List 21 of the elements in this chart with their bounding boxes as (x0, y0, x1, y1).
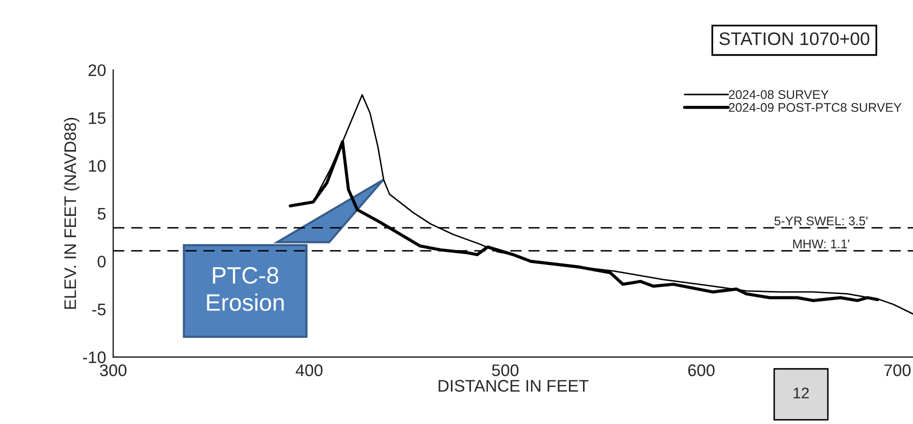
x-tick-label: 700 (884, 364, 911, 376)
annotation: PTC-8 Erosion (207, 267, 284, 311)
text: 12 (794, 388, 809, 398)
y-tick-label: 5 (98, 208, 106, 220)
x-tick-label: 500 (492, 364, 519, 376)
x-tick-label: 600 (688, 364, 715, 376)
chart-title: STATION 1070+00 (719, 32, 870, 46)
y-tick-label: 15 (89, 112, 106, 124)
y-tick-label: 10 (89, 160, 106, 172)
legend-label: 2024-08 SURVEY (728, 90, 829, 100)
legend-label: 2024-09 POST-PTC8 SURVEY (728, 103, 902, 112)
x-axis-title: DISTANCE IN FEET (438, 380, 589, 392)
y-axis-title: ELEV. IN FEET (NAVD88) (64, 118, 80, 309)
x-tick-label: 300 (100, 364, 126, 376)
y-tick-label: 20 (88, 64, 106, 76)
y-tick-label: -10 (82, 351, 106, 364)
ref-line-label: MHW: 1.1' (793, 240, 850, 248)
y-tick-label: -5 (92, 304, 106, 316)
y-tick-label: 0 (98, 256, 106, 268)
x-tick-label: 400 (296, 364, 322, 376)
ref-line-label: 5-YR SWEL: 3.5' (774, 216, 868, 226)
